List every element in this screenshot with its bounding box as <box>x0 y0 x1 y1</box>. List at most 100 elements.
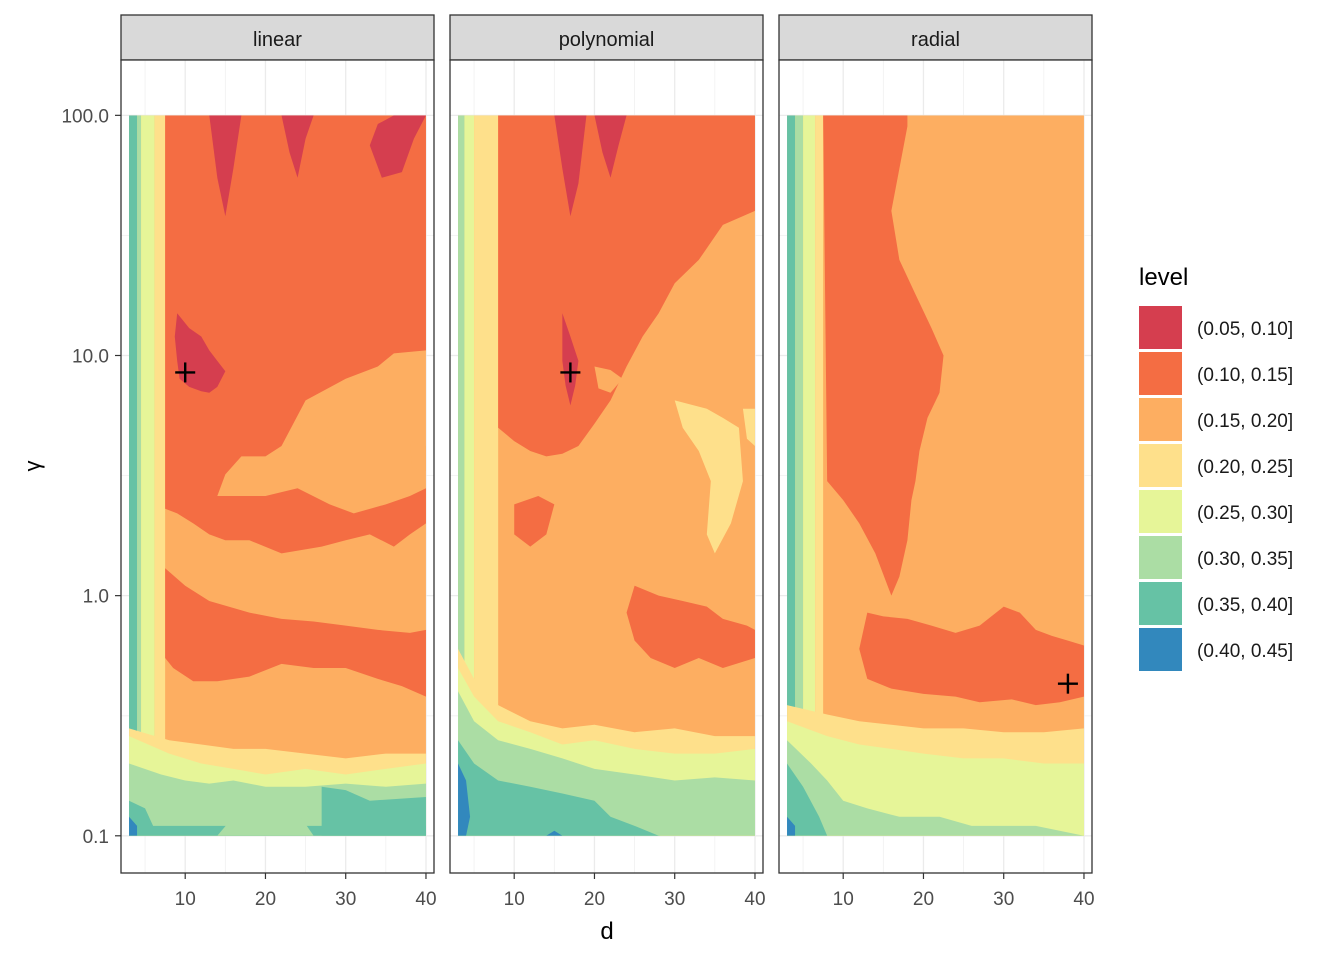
x-tick-label: 20 <box>255 889 276 910</box>
contour-region-level-1 <box>823 115 944 596</box>
contour-region-level-1 <box>498 115 755 457</box>
y-tick-label: 100.0 <box>61 106 109 127</box>
contour-region-level-0 <box>281 115 314 178</box>
legend-label: (0.10, 0.15] <box>1197 365 1293 386</box>
panel-polynomial: polynomial 10 20 30 40 <box>449 14 766 910</box>
legend-swatch <box>1139 398 1182 441</box>
x-tick-label: 20 <box>584 889 605 910</box>
contour-regions <box>823 115 1084 706</box>
contour-band <box>803 115 816 836</box>
x-tick-label: 40 <box>415 889 436 910</box>
x-tick-label: 10 <box>833 889 854 910</box>
contour-band <box>458 115 465 836</box>
contour-region-level-0 <box>369 115 426 178</box>
panel-border <box>778 59 1093 874</box>
legend-item: (0.15, 0.20] <box>1139 398 1293 441</box>
facet-label: linear <box>253 29 302 51</box>
panel-border <box>120 59 435 874</box>
legend-swatch <box>1139 352 1182 395</box>
minimum-marker <box>1057 673 1078 694</box>
contour-region-level-2 <box>594 366 623 393</box>
contour-region <box>787 763 828 836</box>
legend-item: (0.10, 0.15] <box>1139 352 1293 395</box>
contour-region <box>321 786 426 836</box>
x-tick-label: 40 <box>744 889 765 910</box>
contour-region-level-2 <box>299 408 330 446</box>
legend-label: (0.30, 0.35] <box>1197 549 1293 570</box>
contour-region <box>129 816 138 836</box>
legend-item: (0.30, 0.35] <box>1139 536 1293 579</box>
legend-label: (0.35, 0.40] <box>1197 595 1293 616</box>
legend-label: (0.15, 0.20] <box>1197 411 1293 432</box>
contour-region-level-0 <box>554 115 587 217</box>
contour-band <box>787 740 1084 836</box>
contour-region-level-1 <box>626 585 755 668</box>
contour-fill <box>129 115 426 836</box>
facet-label: polynomial <box>559 29 655 51</box>
contour-regions <box>165 115 426 697</box>
contour-region <box>217 812 314 836</box>
contour-region <box>458 763 471 836</box>
contour-region-level-1 <box>165 115 426 554</box>
x-tick-label: 10 <box>504 889 525 910</box>
contour-band <box>141 115 155 836</box>
legend-swatch <box>1139 306 1182 349</box>
contour-band <box>137 115 142 836</box>
x-axis-label: d <box>600 918 613 945</box>
contour-band <box>795 115 804 836</box>
x-tick-label: 10 <box>175 889 196 910</box>
contour-region-level-3 <box>674 400 743 554</box>
contour-region <box>546 830 563 836</box>
facet-label: radial <box>911 29 960 51</box>
contour-region-level-1 <box>165 568 426 697</box>
contour-regions <box>498 115 755 668</box>
contour-region-level-2 <box>409 441 426 472</box>
x-tick-label: 40 <box>1073 889 1094 910</box>
legend-swatch <box>1139 582 1182 625</box>
facet-strip <box>120 14 435 61</box>
contour-band <box>154 115 166 836</box>
legend-item: (0.05, 0.10] <box>1139 306 1293 349</box>
y-axis-label: γ <box>20 461 45 472</box>
legend-label: (0.25, 0.30] <box>1197 503 1293 524</box>
panel-linear: linear 10 20 30 40 0.1 1.0 10.0 100.0 <box>61 14 437 910</box>
y-tick-label: 0.1 <box>83 827 109 848</box>
legend-item: (0.40, 0.45] <box>1139 628 1293 671</box>
facet-strip <box>449 14 764 61</box>
legend-label: (0.05, 0.10] <box>1197 319 1293 340</box>
contour-band <box>787 115 796 836</box>
contour-region-level-3 <box>742 408 755 446</box>
legend-swatch <box>1139 536 1182 579</box>
x-tick-label: 30 <box>664 889 685 910</box>
legend-item: (0.35, 0.40] <box>1139 582 1293 625</box>
y-tick-label: 1.0 <box>83 587 109 608</box>
x-tick-label: 20 <box>913 889 934 910</box>
legend-item: (0.20, 0.25] <box>1139 444 1293 487</box>
contour-fill <box>458 115 755 836</box>
legend-swatch <box>1139 444 1182 487</box>
y-tick-label: 10.0 <box>72 346 109 367</box>
contour-region-level-1 <box>514 495 555 547</box>
legend-label: (0.20, 0.25] <box>1197 457 1293 478</box>
panel-radial: radial 10 20 30 40 <box>778 14 1095 910</box>
minimum-marker <box>560 362 581 383</box>
contour-region-level-0 <box>594 115 627 178</box>
contour-fill <box>787 115 1084 836</box>
x-tick-label: 30 <box>335 889 356 910</box>
legend-swatch <box>1139 628 1182 671</box>
minimum-marker <box>175 362 196 383</box>
contour-band <box>464 115 475 836</box>
contour-region-level-0 <box>209 115 242 217</box>
legend-swatch <box>1139 490 1182 533</box>
panel-border <box>449 59 764 874</box>
contour-band <box>458 740 659 836</box>
facet-strip <box>778 14 1093 61</box>
contour-band <box>815 115 824 836</box>
contour-region <box>787 816 796 836</box>
legend-label: (0.40, 0.45] <box>1197 641 1293 662</box>
contour-band <box>129 115 138 836</box>
x-tick-label: 30 <box>993 889 1014 910</box>
legend: level (0.05, 0.10] (0.10, 0.15] (0.15, 0.2… <box>1139 264 1293 671</box>
